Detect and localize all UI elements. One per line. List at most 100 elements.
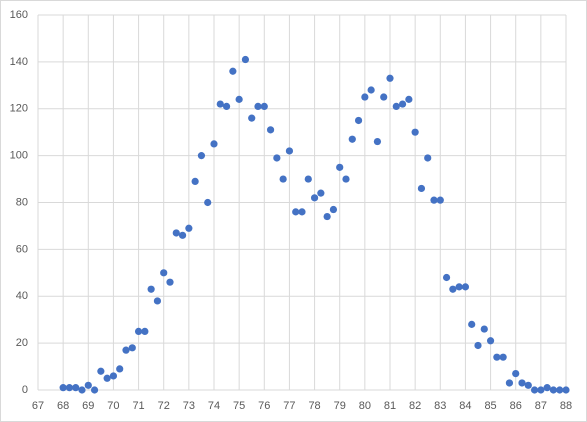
point [317,189,325,197]
point [468,320,476,328]
point [185,224,193,232]
point [342,175,350,183]
point [455,283,463,291]
point [153,297,162,305]
point [78,386,86,394]
point [480,325,488,333]
point [166,278,174,286]
point [537,386,545,394]
x-tick-label: 74 [208,400,220,412]
y-tick-label: 80 [16,196,28,208]
point [474,341,482,350]
point [197,152,206,160]
x-tick-label: 81 [384,400,396,412]
point [304,175,312,183]
point [442,273,451,282]
point [348,135,356,143]
point [116,365,124,373]
point [141,327,149,336]
point [160,269,168,277]
point [254,102,262,111]
point [424,154,432,162]
x-tick-label: 84 [459,400,471,412]
point [449,285,457,293]
point [392,102,400,111]
point [84,381,92,389]
y-tick-label: 20 [16,337,28,349]
point [430,196,438,204]
point [493,353,501,361]
point [273,154,281,162]
point [260,102,268,111]
y-tick-label: 100 [10,150,28,162]
x-tick-label: 82 [409,400,421,412]
x-tick-label: 70 [107,400,119,412]
x-tick-label: 86 [510,400,522,412]
point [128,344,136,352]
point [543,384,551,392]
x-tick-label: 71 [132,400,144,412]
point [285,147,294,155]
point [178,231,187,239]
x-tick-label: 77 [283,400,295,412]
x-tick-label: 69 [82,400,94,412]
point [505,379,514,387]
point [354,116,363,125]
point [122,346,130,354]
x-tick-label: 75 [233,400,245,412]
x-tick-label: 68 [57,400,69,412]
point [241,55,250,64]
y-tick-label: 120 [10,103,28,115]
point [417,184,426,193]
point [210,140,218,148]
point [556,386,564,394]
point [323,212,331,221]
point [380,93,388,101]
point [373,137,382,146]
point [499,353,507,361]
point [235,95,243,103]
point [266,126,275,134]
point [229,67,237,75]
point [292,208,300,216]
point [172,229,180,237]
y-tick-label: 140 [10,56,28,68]
point [562,386,570,394]
point [248,114,256,122]
point [109,372,118,380]
point [367,86,375,94]
point [103,374,111,382]
x-tick-label: 67 [32,400,44,412]
point [530,386,539,394]
point [336,163,344,171]
point [518,379,526,387]
point [461,283,470,291]
x-tick-label: 87 [535,400,547,412]
y-tick-label: 160 [10,9,28,21]
point [65,384,74,392]
point [398,100,407,108]
x-tick-label: 80 [359,400,371,412]
point [411,128,419,136]
x-tick-label: 72 [158,400,170,412]
point [134,327,143,336]
point [97,367,105,375]
x-tick-label: 79 [334,400,346,412]
point [298,208,306,216]
point [405,95,413,103]
y-tick-label: 0 [22,384,28,396]
x-tick-label: 88 [560,400,572,412]
point [191,177,199,186]
point [222,102,231,111]
point [512,369,520,378]
point [279,175,287,183]
x-tick-label: 76 [258,400,270,412]
point [549,386,558,394]
x-tick-label: 73 [183,400,195,412]
point [204,198,212,207]
point [386,74,394,82]
point [90,386,99,394]
point [436,196,444,204]
point [72,384,80,392]
